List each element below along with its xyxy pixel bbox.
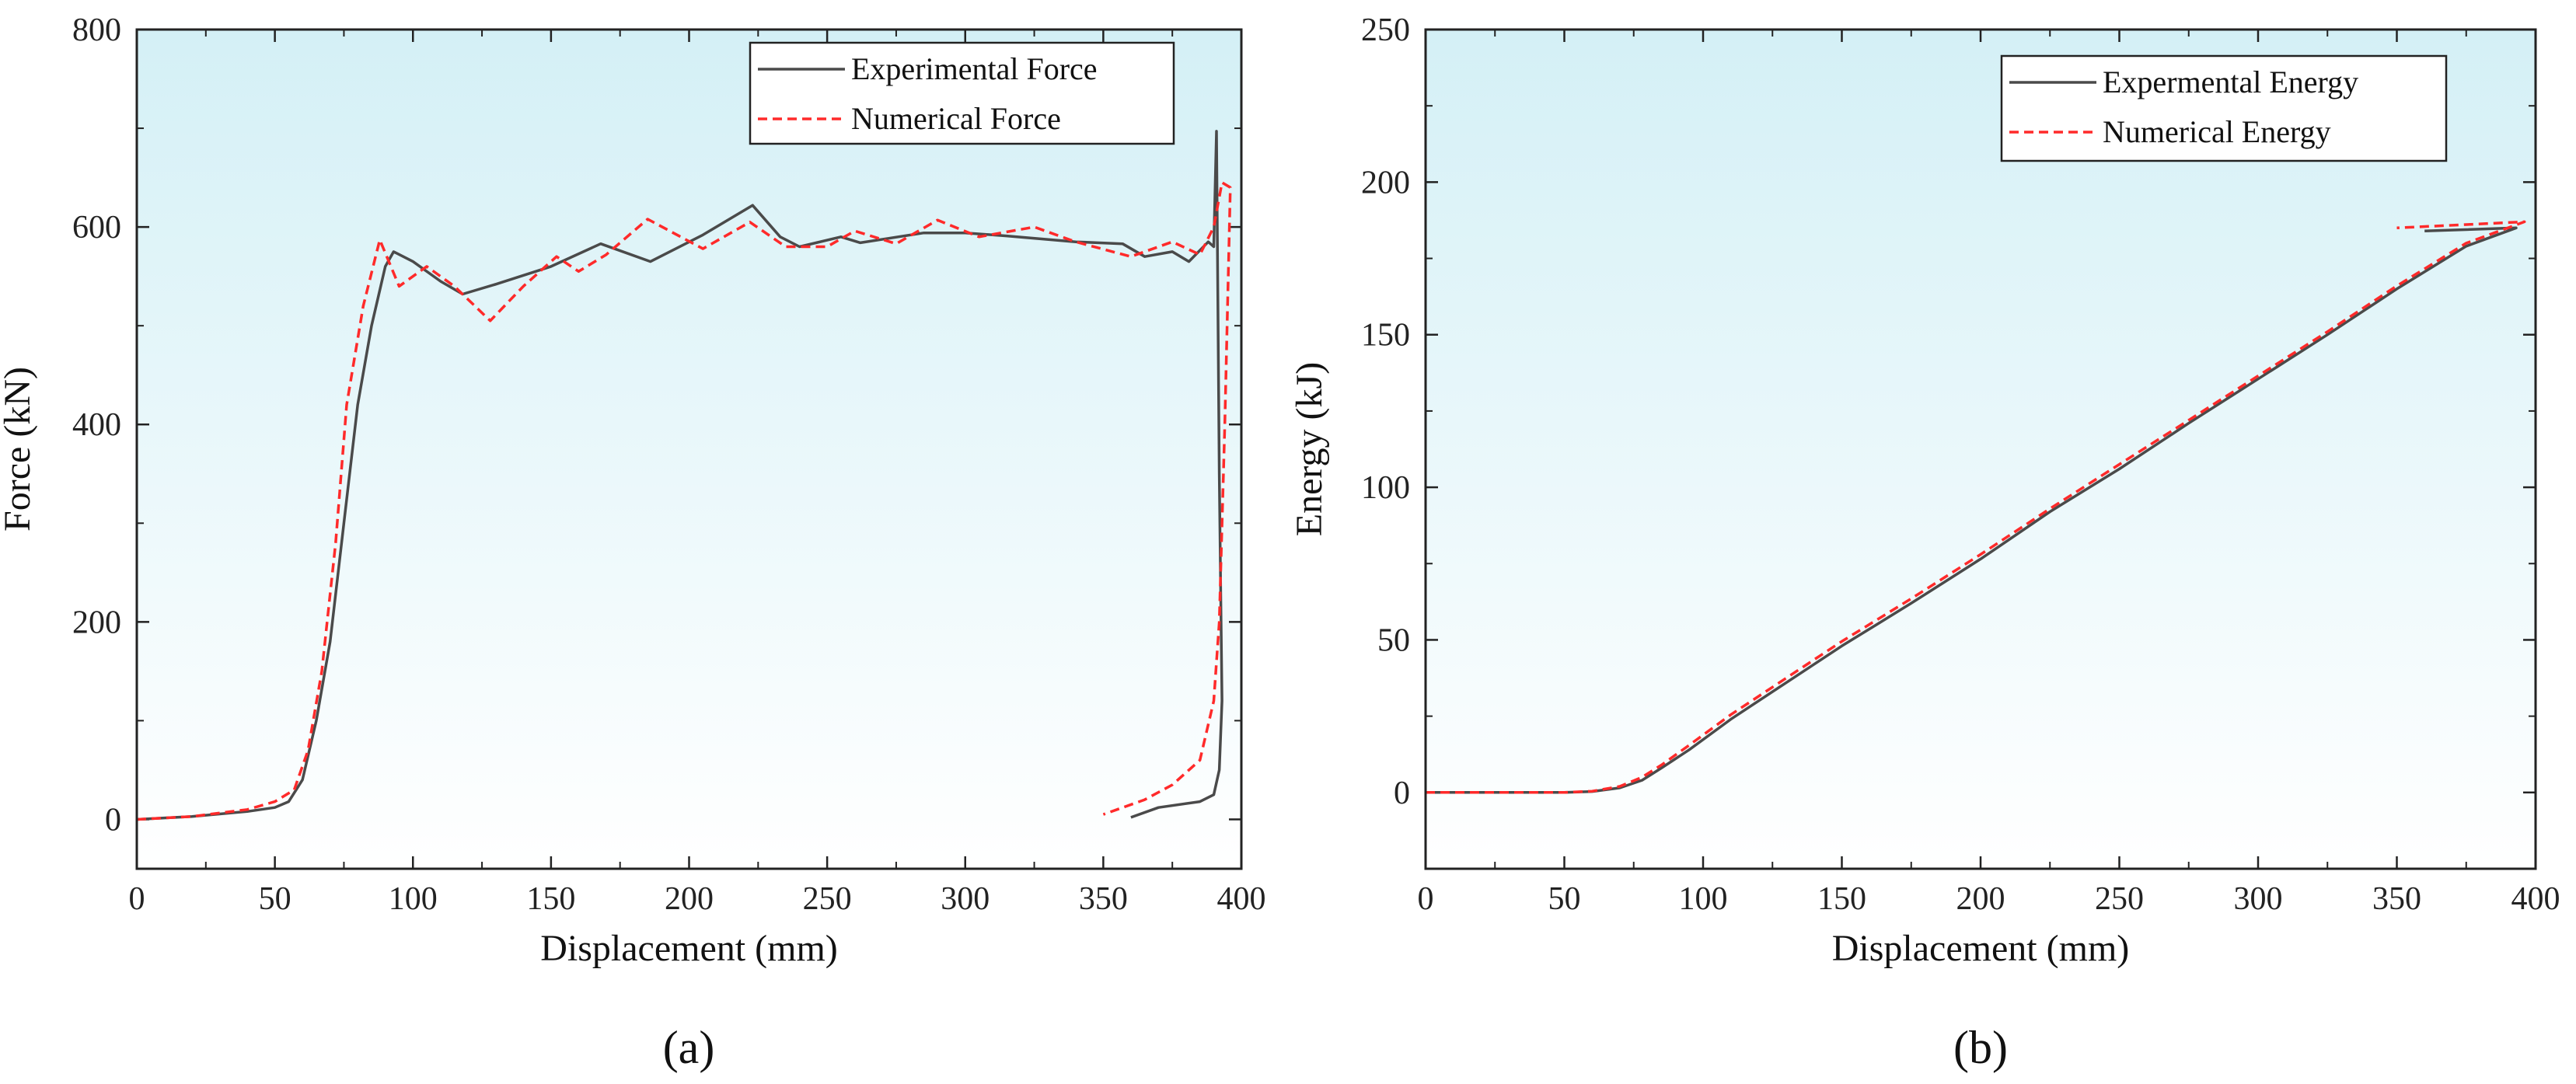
legend: Expermental Energy Numerical Energy: [2000, 54, 2448, 162]
y-tick-label: 150: [1361, 318, 1410, 354]
legend-box: [2000, 54, 2448, 162]
x-tick-label: 350: [2372, 881, 2421, 917]
legend: Experimental Force Numerical Force: [749, 41, 1175, 145]
x-tick-label: 150: [526, 881, 575, 917]
x-tick-label: 200: [665, 881, 714, 917]
legend-label: Numerical Force: [851, 101, 1061, 136]
x-tick-label: 200: [1956, 881, 2005, 917]
x-tick-label: 400: [1217, 881, 1266, 917]
plot-area: [137, 30, 1241, 869]
legend-label: Experimental Force: [851, 51, 1098, 86]
x-tick-label: 0: [1418, 881, 1434, 917]
series-line-experimental: [1426, 226, 2518, 794]
x-tick-label: 50: [259, 881, 291, 917]
series-line-experimental: [137, 130, 1223, 821]
plot-area: [1426, 30, 2536, 869]
y-tick-label: 800: [72, 12, 121, 48]
y-tick-label: 50: [1377, 622, 1410, 658]
y-axis-label: Force (kN): [0, 367, 38, 532]
x-axis-label: Displacement (mm): [1832, 928, 2130, 969]
x-tick-label: 100: [389, 881, 438, 917]
series-line-numerical: [137, 181, 1232, 821]
x-tick-label: 50: [1548, 881, 1581, 917]
x-tick-label: 250: [2095, 881, 2144, 917]
panel-a-force-chart: 0 50 100 150 200 250 300 350 400 0 200 400 600 800 Exp…: [0, 12, 1266, 1073]
y-tick-label: 100: [1361, 470, 1410, 506]
axes-frame: [135, 28, 1243, 870]
x-tick-label: 150: [1817, 881, 1866, 917]
x-tick-label: 300: [2234, 881, 2283, 917]
panel-b-energy-chart: 0 50 100 150 200 250 300 350 400 0 50 100 150 200 250 E…: [1289, 12, 2560, 1073]
legend-box: [749, 41, 1175, 145]
panel-caption: (b): [1953, 1022, 2008, 1073]
y-tick-label: 250: [1361, 12, 1410, 48]
y-tick-label: 400: [72, 407, 121, 443]
panel-caption: (a): [663, 1022, 715, 1073]
y-tick-label: 200: [72, 605, 121, 640]
axes-frame: [1424, 28, 2537, 870]
x-tick-label: 400: [2511, 881, 2560, 917]
y-tick-label: 0: [1394, 776, 1410, 811]
x-tick-label: 350: [1079, 881, 1128, 917]
legend-label: Expermental Energy: [2103, 64, 2358, 99]
x-tick-label: 300: [941, 881, 990, 917]
y-axis-label: Energy (kJ): [1289, 362, 1330, 536]
y-tick-label: 0: [105, 802, 121, 838]
x-axis-label: Displacement (mm): [540, 928, 838, 969]
x-tick-label: 100: [1679, 881, 1728, 917]
y-tick-label: 600: [72, 210, 121, 246]
x-tick-label: 0: [129, 881, 145, 917]
y-tick-label: 200: [1361, 165, 1410, 200]
x-tick-label: 250: [803, 881, 852, 917]
legend-label: Numerical Energy: [2103, 114, 2331, 149]
